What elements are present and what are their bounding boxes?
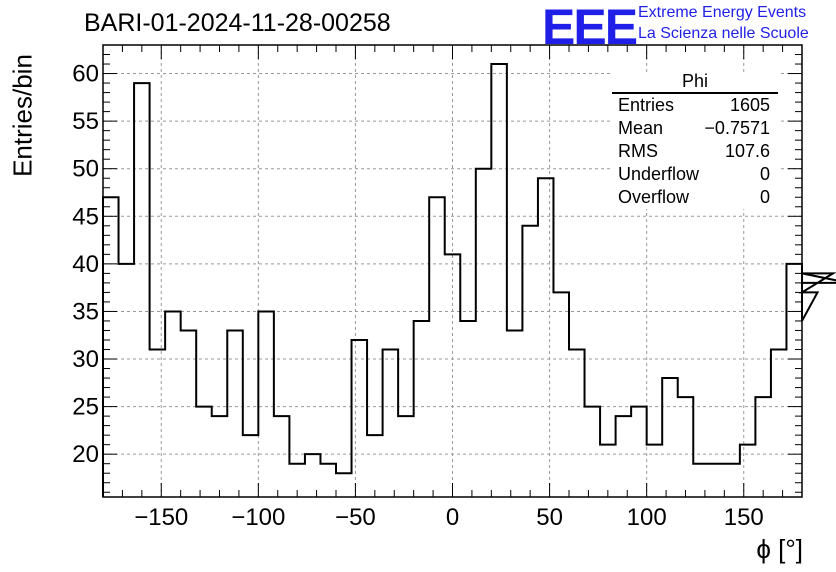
x-tick-label: −50 [335,504,376,531]
histogram-bin [227,330,243,497]
stats-row-rms: RMS 107.6 [612,140,778,163]
histogram-bin [305,454,321,497]
histogram-bin [709,464,725,497]
histogram-bin [662,378,678,497]
histogram-bin [258,311,274,497]
x-tick-label: 50 [536,504,563,531]
y-axis-label-wrap: Entries/bin [8,50,38,180]
x-tick-label: 0 [446,504,459,531]
histogram-bin [786,264,802,497]
y-tick-label: 20 [72,441,99,468]
histogram-bin [476,169,492,497]
y-tick-label: 55 [72,108,99,135]
histogram-bin [414,321,430,497]
y-tick-label: 25 [72,394,99,421]
y-tick-label: 35 [72,298,99,325]
histogram-bin [103,197,119,497]
stats-label: Mean [618,118,664,138]
histogram-bin [740,445,756,497]
logo-caption-line2: La Scienza nelle Scuole [638,25,809,42]
stats-label: RMS [618,141,658,161]
histogram-bin [336,473,352,497]
logo-caption-line1: Extreme Energy Events [638,4,807,21]
histogram-bin [196,407,212,497]
x-tick-label: 100 [627,504,667,531]
histogram-bin [647,445,663,497]
stats-label: Underflow [618,164,700,184]
histogram-bin [134,83,150,497]
histogram-bin [553,292,569,497]
x-tick-label: 150 [724,504,764,531]
histogram-bin [429,197,445,497]
histogram-bin [755,397,771,497]
stats-row-mean: Mean −0.7571 [612,117,778,140]
x-tick-label: −150 [134,504,188,531]
histogram-bin [181,330,197,497]
stats-value: 0 [759,164,770,184]
histogram-bin [352,340,368,497]
histogram-bin [243,435,259,497]
histogram-bin [398,416,414,497]
x-tick-label: −100 [231,504,285,531]
y-tick-label: 40 [72,251,99,278]
histogram-bin [585,407,601,497]
stats-value: −0.7571 [704,118,770,138]
histogram-bin [460,321,476,497]
histogram-bin [212,416,228,497]
histogram-bin [616,416,632,497]
logo-caption: Extreme Energy Events La Scienza nelle S… [638,2,809,44]
histogram-bin [522,226,538,497]
chart-title: BARI-01-2024-11-28-00258 [84,9,391,37]
histogram-bin [491,64,507,497]
stats-row-overflow: Overflow 0 [612,186,778,209]
histogram-bin [724,464,740,497]
histogram-bin [383,350,399,497]
y-tick-label: 50 [72,156,99,183]
stats-label: Entries [618,95,675,115]
stats-row-entries: Entries 1605 [612,94,778,117]
histogram-bin [693,464,709,497]
stats-box: Phi Entries 1605 Mean −0.7571 RMS 107.6 … [612,72,778,209]
histogram-bin [771,350,787,497]
histogram-bin [150,350,166,497]
y-tick-label: 45 [72,203,99,230]
histogram-bin [165,311,181,497]
stats-label: Overflow [618,187,690,207]
histogram-bin [538,178,554,497]
histogram-bin [678,397,694,497]
stats-value: 0 [759,187,770,207]
histogram-bin [367,435,383,497]
stats-value: 1605 [729,95,770,115]
stats-box-name: Phi [612,72,778,94]
x-axis-label: ϕ [°] [756,534,803,564]
stats-value: 107.6 [724,141,770,161]
histogram-bin [569,350,585,497]
eee-logo: EEE [542,0,638,55]
histogram-line [102,63,836,497]
histogram-bin [507,330,523,497]
histogram-bin [600,445,616,497]
y-axis-label: Entries/bin [7,54,38,177]
y-tick-label: 30 [72,346,99,373]
stats-row-underflow: Underflow 0 [612,163,778,186]
histogram-bin [274,416,290,497]
plot-frame [102,44,803,498]
histogram-bin [119,264,135,497]
histogram-bin [320,464,336,497]
y-tick-label: 60 [72,61,99,88]
histogram-bin [631,407,647,497]
